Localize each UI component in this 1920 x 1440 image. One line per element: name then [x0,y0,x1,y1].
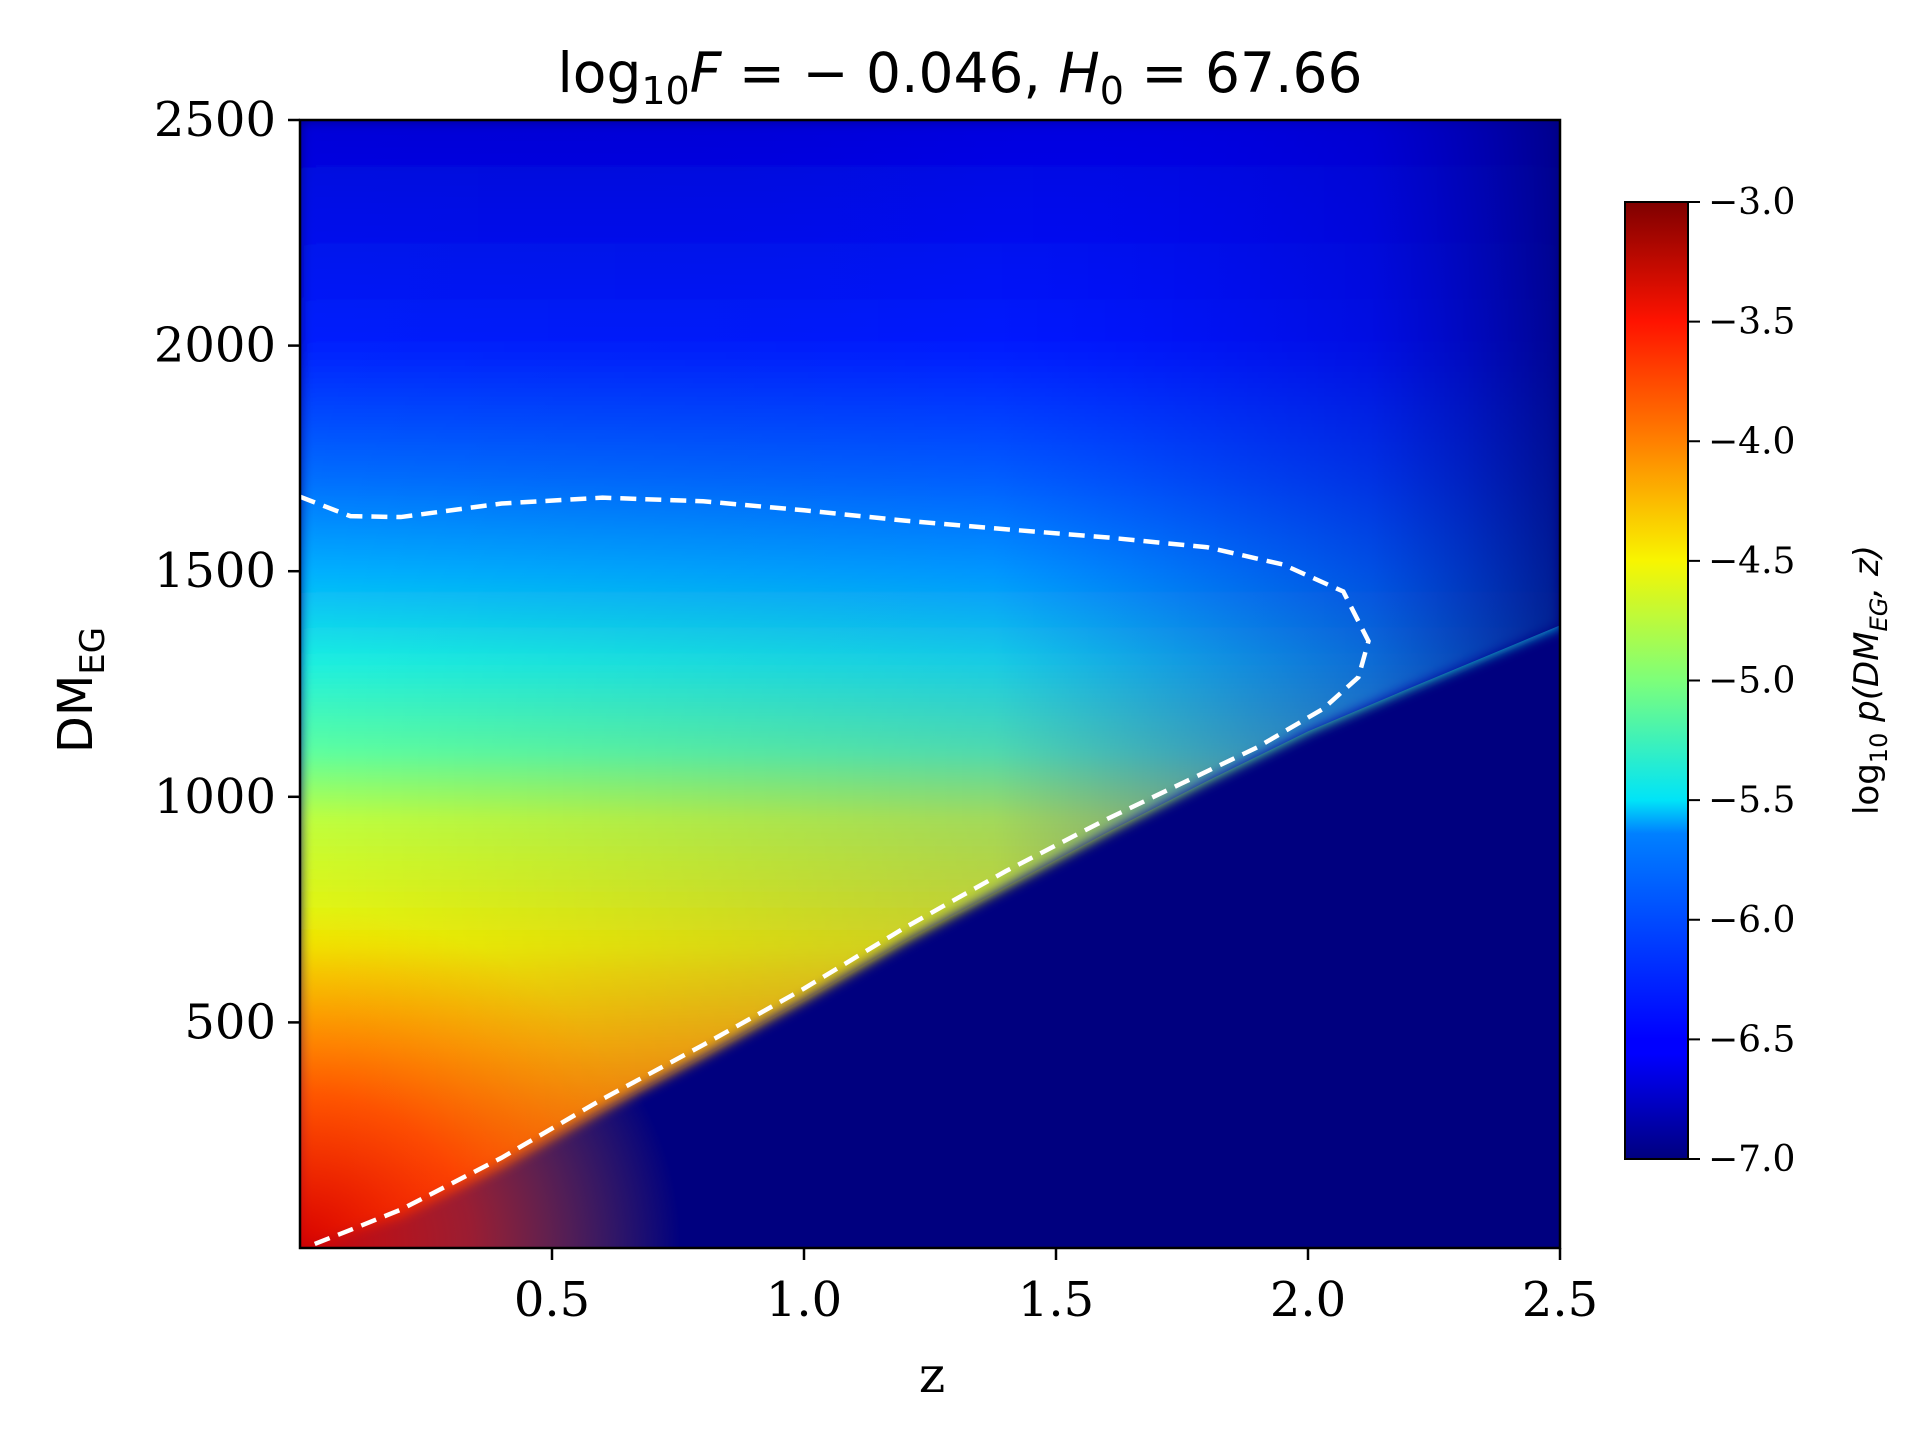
colorbar-tick-label: −4.5 [1708,541,1795,582]
plot-area: 0.5 1.0 1.5 2.0 2.5 500 1000 1500 2000 2500 [154,92,1598,1328]
x-tick-label: 2.0 [1270,1272,1346,1328]
colorbar: −3.0 −3.5 −4.0 −4.5 −5.0 −5.5 −6.0 −6.5 −7.0 [1624,182,1795,1180]
colorbar-tick-label: −7.0 [1708,1139,1795,1180]
x-axis-label: z [919,1346,945,1404]
colorbar-tick-label: −3.0 [1708,182,1795,223]
contour-line [300,494,1371,1248]
y-axis: 500 1000 1500 2000 2500 [154,92,300,1050]
colorbar-label: log10 p(DMEG, z) [1847,545,1893,815]
plot-frame [298,118,1562,1250]
y-axis-label: DMEG [48,627,113,753]
y-tick-label: 1500 [154,543,276,599]
x-tick-label: 0.5 [514,1272,590,1328]
x-tick-label: 1.0 [766,1272,842,1328]
colorbar-gradient [1624,201,1689,1160]
colorbar-tick-label: −5.5 [1708,780,1795,821]
x-tick-label: 2.5 [1522,1272,1598,1328]
colorbar-tick-label: −5.0 [1708,661,1795,702]
colorbar-tick-label: −3.5 [1708,302,1795,343]
y-tick-label: 1000 [154,769,276,825]
x-tick-label: 1.5 [1018,1272,1094,1328]
y-tick-label: 2000 [154,318,276,374]
colorbar-tick-label: −6.5 [1708,1019,1795,1060]
x-axis: 0.5 1.0 1.5 2.0 2.5 [514,1248,1598,1328]
chart-title: log10F = − 0.046, H0 = 67.66 [558,41,1363,113]
colorbar-ticks: −3.0 −3.5 −4.0 −4.5 −5.0 −5.5 −6.0 −6.5 −7.0 [1688,182,1795,1180]
colorbar-tick-label: −4.0 [1708,421,1795,462]
colorbar-tick-label: −6.0 [1708,900,1795,941]
heatmap-peak-region [300,120,1560,1248]
y-tick-label: 500 [184,994,276,1050]
y-tick-label: 2500 [154,92,276,148]
